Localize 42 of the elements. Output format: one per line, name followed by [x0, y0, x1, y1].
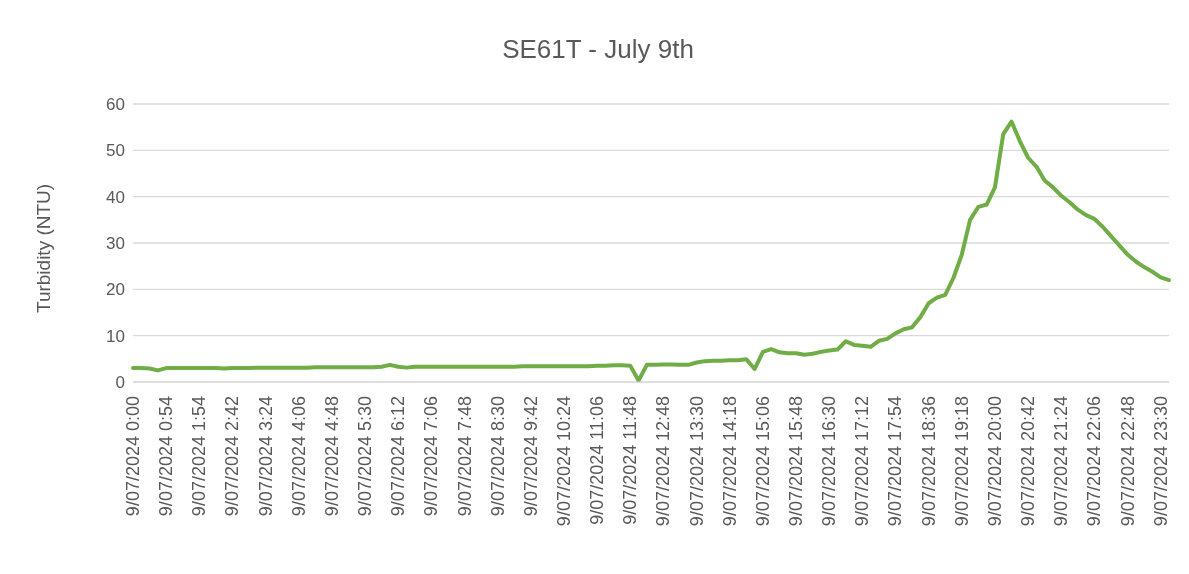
- x-tick-label: 9/07/2024 10:24: [553, 396, 574, 527]
- x-tick-label: 9/07/2024 0:00: [123, 396, 143, 517]
- x-tick-label: 9/07/2024 2:42: [222, 396, 243, 517]
- x-tick-label: 9/07/2024 12:48: [653, 396, 674, 527]
- x-tick-label: 9/07/2024 19:18: [951, 396, 972, 527]
- x-tick-label: 9/07/2024 8:30: [487, 396, 508, 517]
- x-tick-label: 9/07/2024 17:12: [852, 396, 873, 527]
- y-tick-label: 10: [106, 326, 125, 346]
- x-tick-label: 9/07/2024 23:30: [1150, 396, 1171, 527]
- x-tick-label: 9/07/2024 4:06: [288, 396, 309, 517]
- y-tick-label: 50: [106, 141, 125, 161]
- x-tick-label: 9/07/2024 11:48: [620, 396, 641, 525]
- x-tick-label: 9/07/2024 14:18: [719, 396, 740, 527]
- x-tick-label: 9/07/2024 13:30: [686, 396, 707, 527]
- y-tick-label: 0: [115, 373, 125, 393]
- line-series: [131, 119, 1171, 382]
- x-tick-label: 9/07/2024 20:00: [984, 396, 1005, 527]
- x-tick-label: 9/07/2024 7:48: [454, 396, 475, 517]
- x-tick-label: 9/07/2024 15:48: [786, 396, 807, 527]
- y-tick-label: 20: [106, 280, 125, 300]
- x-tick-label: 9/07/2024 6:12: [388, 396, 409, 517]
- x-tick-label: 9/07/2024 7:06: [421, 396, 442, 517]
- y-tick-label: 60: [106, 95, 125, 115]
- x-tick-label: 9/07/2024 0:54: [156, 396, 177, 517]
- x-tick-label: 9/07/2024 17:54: [885, 396, 906, 527]
- x-tick-label: 9/07/2024 15:06: [752, 396, 773, 527]
- x-tick-label: 9/07/2024 11:06: [587, 396, 608, 525]
- y-tick-label: 40: [106, 187, 125, 207]
- y-axis-title: Turbidity (NTU): [32, 183, 54, 313]
- x-tick-label: 9/07/2024 18:36: [918, 396, 939, 527]
- x-tick-label: 9/07/2024 22:48: [1117, 396, 1138, 527]
- x-tick-label: 9/07/2024 5:30: [355, 396, 376, 517]
- x-tick-label: 9/07/2024 16:30: [819, 396, 840, 527]
- y-tick-label: 30: [106, 234, 125, 254]
- x-tick-label: 9/07/2024 3:24: [255, 396, 276, 517]
- x-tick-label: 9/07/2024 21:24: [1051, 396, 1072, 527]
- chart-title: SE61T - July 9th: [501, 34, 695, 65]
- x-tick-label: 9/07/2024 1:54: [189, 396, 210, 517]
- x-tick-label: 9/07/2024 9:42: [520, 396, 541, 517]
- x-tick-label: 9/07/2024 20:42: [1018, 396, 1039, 527]
- x-tick-label: 9/07/2024 4:48: [321, 396, 342, 517]
- x-tick-label: 9/07/2024 22:06: [1084, 396, 1105, 527]
